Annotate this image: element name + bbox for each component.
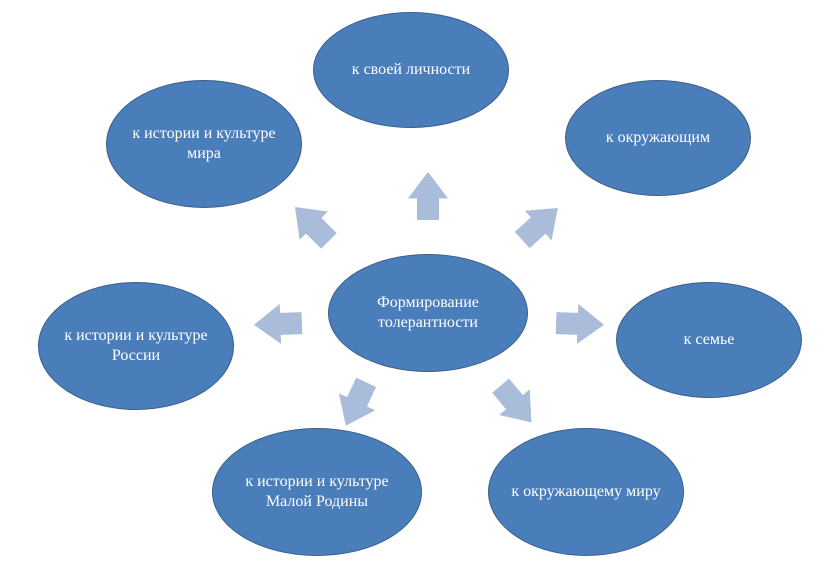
node-label: к окружающему миру [511, 482, 660, 502]
center-node: Формирование толерантности [328, 254, 528, 372]
node-label: к истории и культуре Малой Родины [227, 472, 407, 512]
arrow-russia [253, 303, 302, 345]
node-label: к истории и культуре России [53, 326, 219, 366]
arrow-env [485, 373, 546, 435]
node-russia: к истории и культуре России [38, 282, 234, 410]
node-label: к истории и культуре мира [121, 124, 287, 164]
node-label: к семье [684, 330, 735, 350]
node-world: к истории и культуре мира [106, 80, 302, 208]
node-self: к своей личности [313, 12, 509, 128]
arrow-world [281, 193, 343, 255]
node-others: к окружающим [565, 80, 751, 196]
center-label: Формирование толерантности [343, 293, 513, 333]
node-family: к семье [616, 282, 802, 398]
arrow-self [408, 172, 448, 220]
arrow-small [328, 374, 385, 434]
node-small: к истории и культуре Малой Родины [212, 428, 422, 556]
diagram-stage: Формирование толерантности к своей лично… [0, 0, 834, 575]
node-label: к своей личности [352, 60, 470, 80]
node-label: к окружающим [606, 128, 710, 148]
node-env: к окружающему миру [488, 428, 684, 556]
arrow-family [555, 303, 604, 345]
arrow-others [509, 193, 571, 255]
